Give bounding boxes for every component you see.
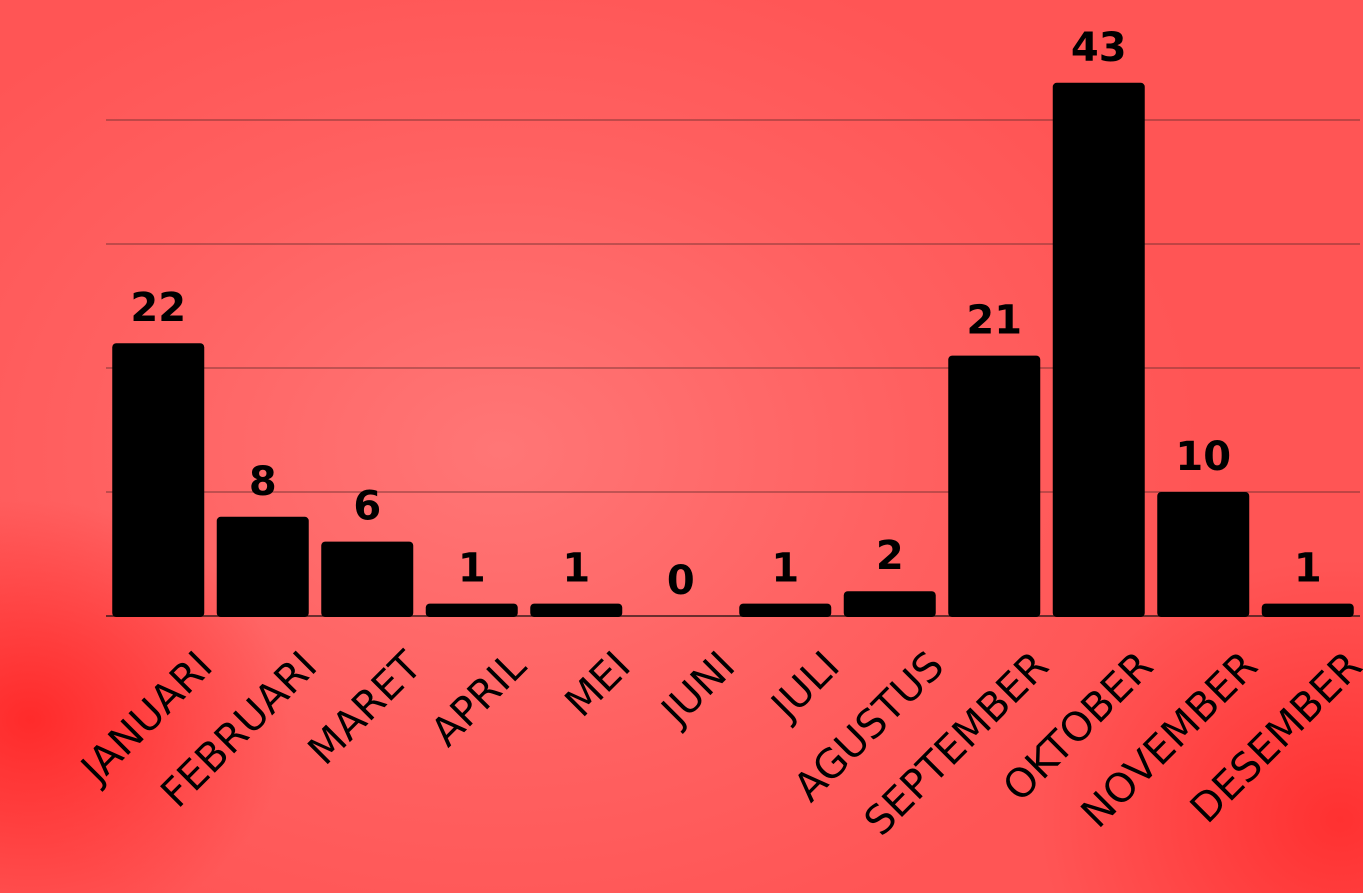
value-label-april: 1 — [458, 546, 486, 592]
gridlines — [106, 119, 1360, 617]
category-label-juni: JUNI — [651, 643, 744, 736]
bar-mei — [530, 603, 623, 617]
value-label-oktober: 43 — [1071, 25, 1127, 71]
value-label-agustus: 2 — [876, 533, 904, 579]
value-label-juli: 1 — [771, 546, 799, 592]
bar-september — [948, 355, 1041, 617]
category-label-mei: MEI — [557, 643, 640, 726]
bar-februari — [216, 516, 309, 617]
bar-desember — [1261, 603, 1354, 617]
value-label-september: 21 — [966, 298, 1022, 344]
bar-april — [425, 603, 518, 617]
value-label-februari: 8 — [249, 459, 277, 505]
value-label-november: 10 — [1175, 434, 1231, 480]
bar-november — [1157, 492, 1250, 617]
bar-januari — [112, 343, 205, 617]
category-label-april: APRIL — [422, 642, 535, 755]
value-label-maret: 6 — [353, 484, 381, 530]
bars — [112, 82, 1354, 618]
value-label-desember: 1 — [1294, 546, 1322, 592]
bar-agustus — [843, 591, 936, 617]
bar-oktober — [1052, 82, 1145, 618]
bar-juli — [739, 603, 832, 617]
value-label-juni: 0 — [667, 558, 695, 604]
value-label-mei: 1 — [562, 546, 590, 592]
category-label-maret: MARET — [300, 643, 431, 774]
value-label-januari: 22 — [130, 285, 186, 331]
bar-maret — [321, 541, 414, 617]
category-label-juli: JULI — [761, 643, 849, 731]
